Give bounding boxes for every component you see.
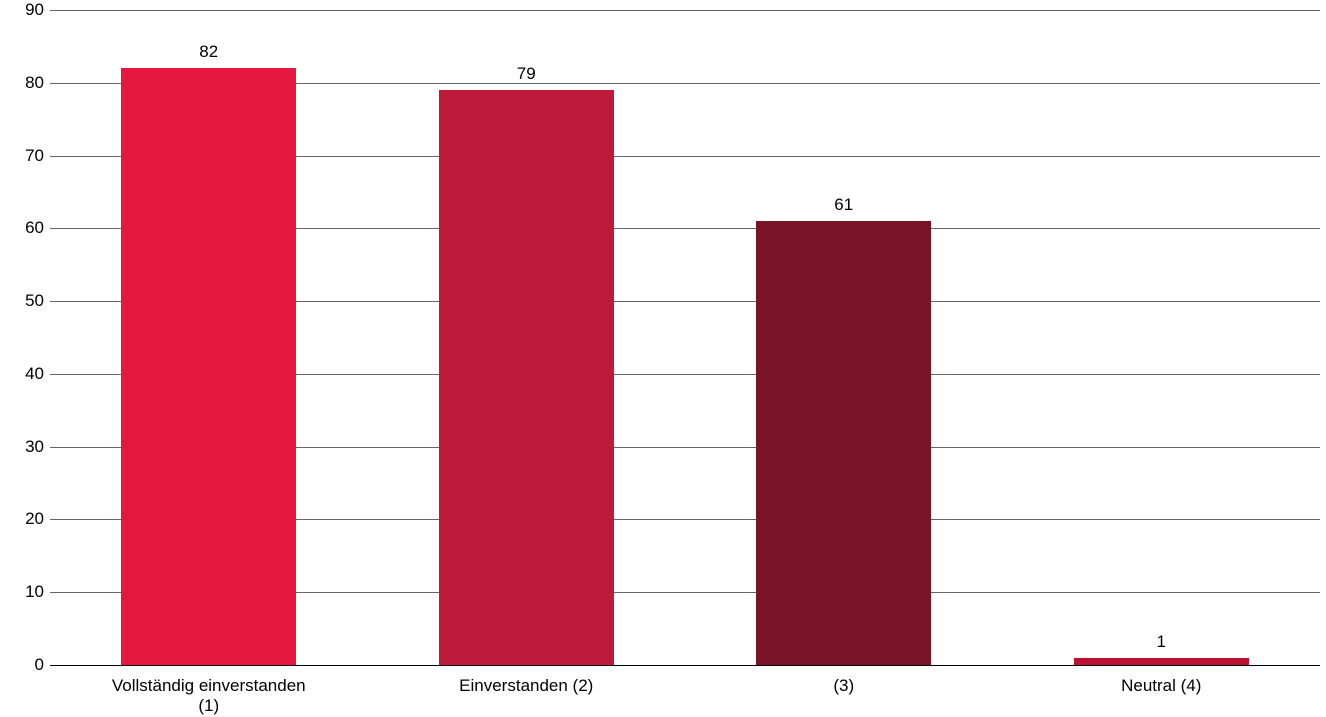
bar: 61 <box>756 221 931 665</box>
y-tick-label: 30 <box>4 437 44 457</box>
bar: 1 <box>1074 658 1249 665</box>
bar-value-label: 61 <box>834 195 853 215</box>
x-tick-label: (3) <box>833 676 854 696</box>
y-tick-label: 90 <box>4 0 44 20</box>
y-tick-label: 60 <box>4 218 44 238</box>
bar: 82 <box>121 68 296 665</box>
y-tick-label: 80 <box>4 73 44 93</box>
y-tick-label: 0 <box>4 655 44 675</box>
x-tick-label: Vollständig einverstanden (1) <box>112 676 306 717</box>
y-tick-label: 10 <box>4 582 44 602</box>
y-tick-label: 40 <box>4 364 44 384</box>
gridline <box>50 10 1320 11</box>
bar-value-label: 82 <box>199 42 218 62</box>
y-tick-label: 50 <box>4 291 44 311</box>
bar: 79 <box>439 90 614 665</box>
y-tick-label: 20 <box>4 509 44 529</box>
plot-area: 8279611 <box>50 10 1320 666</box>
bar-chart: 8279611 0102030405060708090Vollständig e… <box>0 0 1326 716</box>
bar-value-label: 79 <box>517 64 536 84</box>
y-tick-label: 70 <box>4 146 44 166</box>
x-tick-label: Einverstanden (2) <box>459 676 593 696</box>
bar-value-label: 1 <box>1157 632 1166 652</box>
x-tick-label: Neutral (4) <box>1121 676 1201 696</box>
